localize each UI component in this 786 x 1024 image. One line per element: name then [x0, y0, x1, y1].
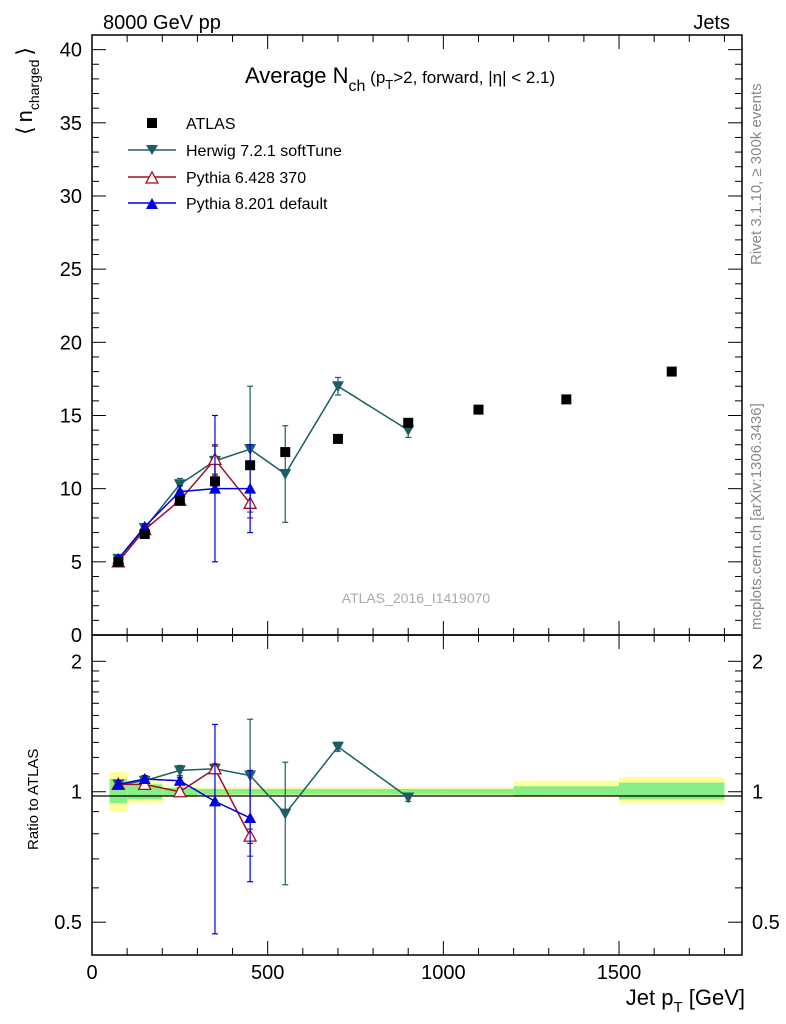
legend-marker-atlas: [147, 118, 157, 128]
main-y-tick-label: 30: [60, 186, 82, 208]
ratio-y-axis-label: Ratio to ATLAS: [25, 749, 42, 850]
ratio-band-inner: [443, 788, 514, 795]
main-point-pythia-8-201-default: [208, 482, 221, 494]
ratio-plot-panel: 0.5 0.5 1 1 2 2 0 500 1000 1500 Ratio to ATLAS Je…: [25, 634, 780, 1016]
ratio-point-herwig-7-2-1-softtune: [331, 741, 344, 753]
main-point-herwig-7-2-1-softtune: [331, 381, 344, 393]
main-line-pythia-6-428-370: [117, 458, 251, 563]
ratio-point-pythia-8-201-default: [244, 811, 257, 823]
ratio-point-pythia-8-201-default: [138, 773, 151, 785]
legend-entry-atlas: ATLAS: [147, 116, 236, 133]
legend-marker-pythia6: [144, 170, 160, 184]
main-y-tick-label: 15: [60, 405, 82, 427]
ratio-y-tick-label-right: 1: [752, 782, 763, 804]
ratio-point-herwig-7-2-1-softtune: [173, 765, 186, 777]
main-point-atlas: [113, 556, 124, 567]
main-point-pythia-8-201-default: [244, 482, 257, 494]
x-tick-label: 1500: [597, 962, 642, 984]
x-axis-label: Jet pT [GeV]: [626, 985, 745, 1016]
ratio-band-inner: [302, 788, 374, 795]
legend-entry-pythia6: Pythia 6.428 370: [128, 170, 306, 187]
main-line-herwig-7-2-1-softtune: [117, 385, 409, 560]
collision-energy-label: 8000 GeV pp: [103, 12, 221, 34]
main-series-atlas: [113, 366, 677, 567]
analysis-watermark: ATLAS_2016_I1419070: [342, 590, 491, 606]
ratio-band-inner: [619, 782, 725, 800]
legend-marker-pythia8: [146, 198, 158, 209]
legend-label-atlas: ATLAS: [186, 116, 236, 133]
main-point-atlas: [209, 476, 220, 487]
ratio-point-herwig-7-2-1-softtune: [279, 808, 292, 820]
legend: ATLAS Herwig 7.2.1 softTune Pythia 6.428…: [128, 116, 342, 213]
ratio-y-tick-label: 1: [71, 782, 82, 804]
main-y-tick-label: 35: [60, 113, 82, 135]
main-y-axis-label: ⟨ncharged⟩: [12, 47, 42, 135]
main-point-herwig-7-2-1-softtune: [279, 469, 292, 481]
ratio-series-layer: [111, 718, 415, 935]
x-tick-label: 500: [251, 962, 284, 984]
main-point-atlas: [280, 447, 291, 458]
main-series-pythia-8-201-default: [112, 414, 257, 564]
ratio-y-tick-label: 0.5: [54, 912, 82, 934]
main-point-herwig-7-2-1-softtune: [402, 425, 415, 437]
legend-label-herwig: Herwig 7.2.1 softTune: [186, 143, 342, 160]
main-axis-ticks: 0 5 10 15 20 25 30 35 40: [60, 35, 742, 647]
main-y-tick-label: 10: [60, 479, 82, 501]
main-y-tick-label: 25: [60, 259, 82, 281]
ratio-y-tick-label-right: 2: [752, 651, 763, 673]
ratio-y-tick-label: 2: [71, 651, 82, 673]
ratio-point-herwig-7-2-1-softtune: [402, 792, 415, 804]
main-point-atlas: [403, 417, 414, 428]
main-point-pythia-8-201-default: [138, 520, 151, 532]
main-y-tick-label: 0: [71, 625, 82, 647]
x-tick-label: 1000: [421, 962, 466, 984]
ratio-plot-frame: [91, 634, 743, 956]
main-series-herwig-7-2-1-softtune: [112, 376, 415, 565]
ratio-band-inner: [373, 788, 444, 795]
main-point-atlas: [245, 460, 256, 471]
main-point-atlas: [139, 529, 150, 540]
chart-title: Average Nch (pT>2, forward, |η| < 2.1): [245, 63, 555, 95]
main-point-atlas: [473, 404, 484, 415]
legend-label-pythia8: Pythia 8.201 default: [186, 196, 328, 213]
ratio-axis-ticks: 0.5 0.5 1 1 2 2 0 500 1000 1500: [54, 635, 780, 984]
legend-entry-herwig: Herwig 7.2.1 softTune: [128, 143, 342, 160]
x-tick-label: 0: [86, 962, 97, 984]
ratio-point-pythia-6-428-370: [172, 784, 187, 798]
rivet-version-label: Rivet 3.1.10, ≥ 300k events: [748, 83, 765, 265]
legend-entry-pythia8: Pythia 8.201 default: [128, 196, 328, 213]
main-point-atlas: [332, 433, 343, 444]
process-label: Jets: [693, 12, 730, 34]
ratio-point-pythia-8-201-default: [173, 774, 186, 786]
legend-label-pythia6: Pythia 6.428 370: [186, 170, 306, 187]
legend-marker-herwig: [146, 145, 158, 155]
main-y-tick-label: 20: [60, 332, 82, 354]
main-plot-panel: 0 5 10 15 20 25 30 35 40 Average Nch (pT>2, forw…: [12, 34, 743, 647]
main-point-pythia-8-201-default: [173, 485, 186, 497]
main-point-atlas: [561, 394, 572, 405]
ratio-series-pythia-8-201-default: [112, 723, 257, 935]
ratio-band-inner: [513, 786, 620, 796]
ratio-point-pythia-8-201-default: [208, 795, 221, 807]
mcplots-label: mcplots.cern.ch [arXiv:1306.3436]: [748, 403, 765, 630]
main-point-atlas: [174, 495, 185, 506]
ratio-y-tick-label-right: 0.5: [752, 912, 780, 934]
main-series-layer: [111, 366, 677, 568]
main-point-atlas: [666, 366, 677, 377]
main-series-pythia-6-428-370: [111, 444, 258, 568]
main-point-herwig-7-2-1-softtune: [173, 479, 186, 491]
main-y-tick-label: 40: [60, 40, 82, 62]
ratio-point-pythia-8-201-default: [112, 778, 125, 790]
main-y-tick-label: 5: [71, 552, 82, 574]
